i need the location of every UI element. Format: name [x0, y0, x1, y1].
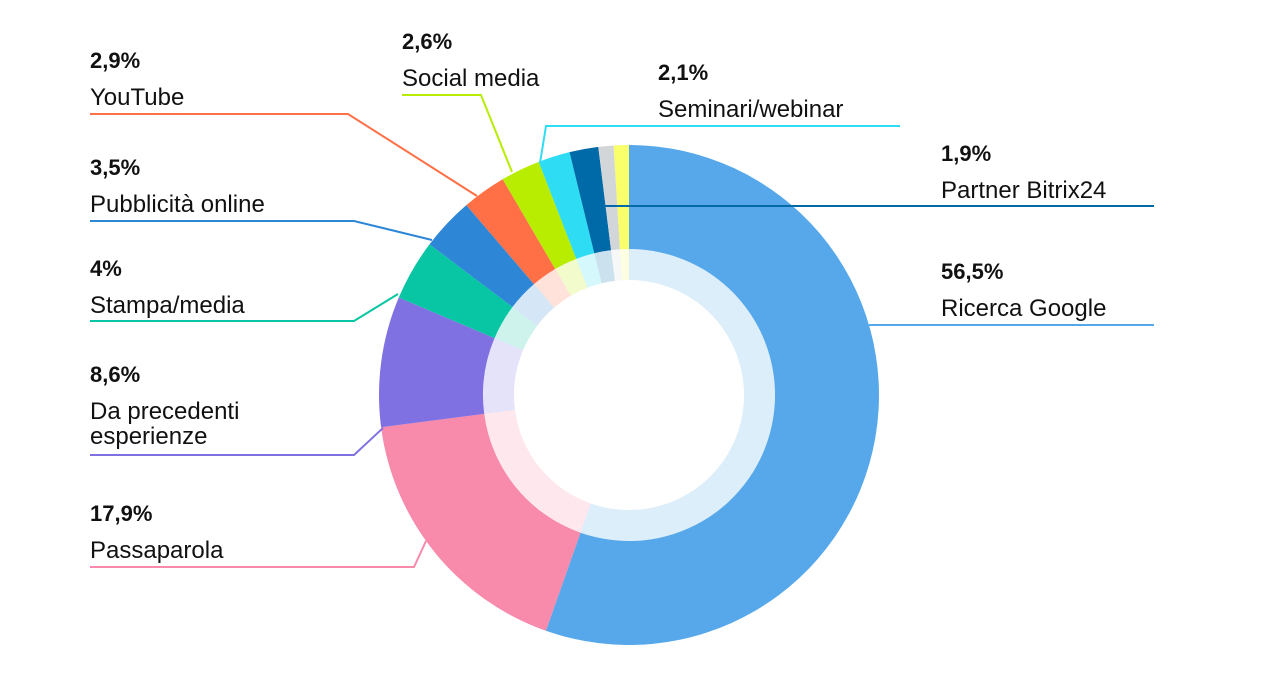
leader-line — [90, 293, 399, 322]
inner-ring-slice-1 — [580, 249, 775, 541]
slice-value-label: 56,5% — [941, 259, 1003, 284]
slice-category-label: Pubblicità online — [90, 191, 265, 218]
slice-1 — [545, 145, 879, 645]
inner-ring-slice-10 — [611, 249, 622, 281]
slice-value-label: 1,9% — [941, 141, 991, 166]
slice-value-label: 17,9% — [90, 501, 152, 526]
slice-category-label: Partner Bitrix24 — [941, 177, 1106, 204]
slice-category-label: Passaparola — [90, 537, 224, 564]
slice-category-label: esperienze — [90, 423, 207, 450]
inner-ring-slice-11 — [620, 249, 629, 281]
slice-category-label: YouTube — [90, 84, 184, 111]
inner-ring-slice-8 — [576, 253, 602, 288]
slice-value-label: 2,1% — [658, 60, 708, 85]
inner-ring-slice-5 — [512, 284, 555, 326]
inner-ring-slice-2 — [484, 409, 591, 533]
slice-8 — [538, 152, 595, 259]
slice-value-label: 2,9% — [90, 48, 140, 73]
slice-category-label: Da precedenti — [90, 398, 239, 425]
leader-line — [90, 220, 433, 241]
slice-6 — [466, 179, 556, 285]
slice-value-label: 8,6% — [90, 362, 140, 387]
leader-line — [539, 125, 900, 164]
leader-line — [402, 94, 513, 173]
slice-value-label: 3,5% — [90, 155, 140, 180]
leader-line-group — [90, 94, 1154, 568]
slice-category-label: Seminari/webinar — [658, 96, 843, 123]
slice-2 — [381, 413, 581, 631]
inner-ring-slice-4 — [494, 307, 538, 351]
leader-line — [90, 427, 384, 456]
slice-9 — [569, 146, 612, 254]
slice-group — [379, 145, 879, 645]
slice-category-label: Social media — [402, 65, 540, 92]
slice-11 — [613, 145, 629, 250]
inner-ring-slice-7 — [555, 258, 588, 296]
inner-ring-slice-6 — [534, 269, 571, 308]
slice-category-label: Ricerca Google — [941, 295, 1106, 322]
slice-value-label: 4% — [90, 256, 122, 281]
slice-5 — [429, 205, 535, 308]
inner-ring-slice-9 — [594, 250, 615, 284]
inner-ring-group — [482, 249, 775, 541]
leader-line — [90, 113, 478, 197]
label-group: 56,5% Ricerca Google 17,9% Passaparola 8,6% D… — [90, 29, 1106, 564]
slice-category-label: Stampa/media — [90, 292, 245, 319]
slice-value-label: 2,6% — [402, 29, 452, 54]
leader-line — [90, 540, 427, 568]
slice-7 — [502, 161, 577, 270]
slice-3 — [379, 297, 495, 428]
slice-4 — [398, 244, 513, 339]
inner-ring-slice-3 — [482, 338, 524, 414]
slice-10 — [598, 145, 621, 251]
